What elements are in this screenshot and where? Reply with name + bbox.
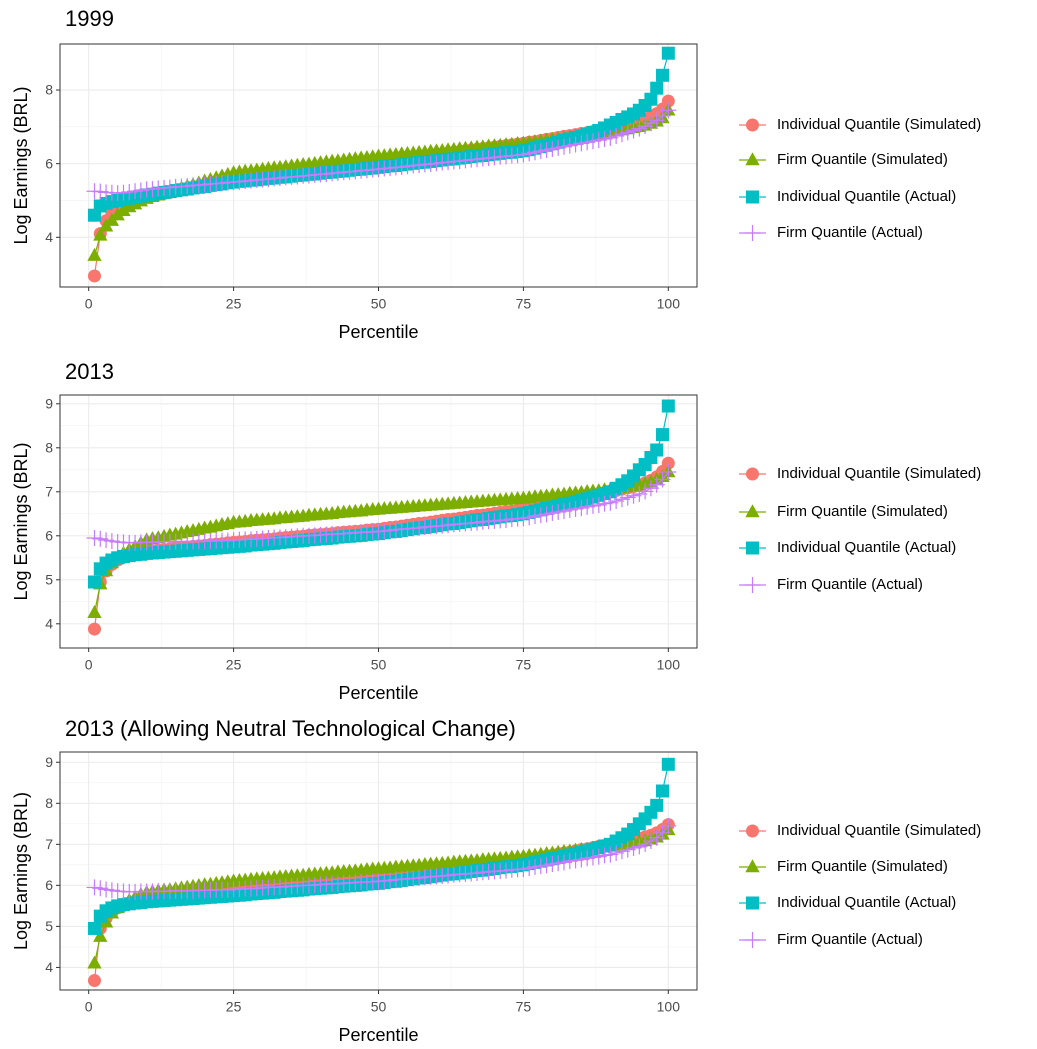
marker	[656, 68, 670, 82]
marker	[745, 859, 760, 873]
x-tick-label: 75	[516, 999, 532, 1015]
x-tick-label: 25	[226, 296, 242, 312]
y-tick-label: 6	[45, 877, 53, 893]
legend-label: Firm Quantile (Actual)	[777, 931, 923, 948]
marker	[116, 202, 131, 216]
marker	[87, 955, 102, 969]
marker	[746, 467, 759, 481]
marker	[93, 227, 108, 241]
y-tick-label: 4	[45, 959, 53, 975]
x-tick-label: 75	[516, 296, 532, 312]
x-tick-label: 50	[371, 999, 387, 1015]
legend-label: Firm Quantile (Simulated)	[777, 858, 948, 875]
y-axis-title: Log Earnings (BRL)	[11, 792, 31, 950]
marker	[745, 152, 760, 166]
x-axis-title: Percentile	[338, 683, 418, 703]
marker	[661, 757, 675, 771]
marker	[87, 605, 102, 618]
y-axis-title: Log Earnings (BRL)	[11, 442, 31, 600]
x-tick-label: 50	[371, 296, 387, 312]
y-tick-label: 5	[45, 572, 53, 588]
legend-label: Firm Quantile (Actual)	[777, 576, 923, 593]
marker	[656, 428, 670, 442]
marker	[93, 928, 108, 942]
marker	[87, 575, 101, 589]
marker	[745, 504, 760, 518]
y-tick-label: 5	[45, 918, 53, 934]
panel-title: 1999	[65, 6, 114, 31]
marker	[87, 247, 102, 261]
marker	[650, 798, 664, 812]
legend-label: Individual Quantile (Actual)	[777, 188, 956, 205]
x-axis-title: Percentile	[338, 1025, 418, 1045]
marker	[87, 974, 101, 988]
marker	[661, 399, 675, 413]
marker	[656, 784, 670, 798]
x-tick-label: 0	[85, 657, 93, 673]
marker	[87, 269, 101, 283]
marker	[746, 118, 759, 132]
legend-label: Individual Quantile (Simulated)	[777, 822, 981, 839]
legend-label: Individual Quantile (Actual)	[777, 894, 956, 911]
x-tick-label: 0	[85, 999, 93, 1015]
x-tick-label: 75	[516, 657, 532, 673]
legend-label: Firm Quantile (Simulated)	[777, 151, 948, 168]
legend-label: Firm Quantile (Actual)	[777, 224, 923, 241]
legend-label: Individual Quantile (Simulated)	[777, 116, 981, 133]
marker	[746, 190, 759, 204]
marker	[660, 102, 677, 119]
plot-area	[86, 46, 677, 283]
panel-title: 2013 (Allowing Neutral Technological Cha…	[65, 716, 516, 741]
y-axis-title: Log Earnings (BRL)	[11, 86, 31, 244]
x-axis-title: Percentile	[338, 322, 418, 342]
marker	[744, 577, 761, 593]
plot-area	[86, 757, 677, 988]
y-tick-label: 8	[45, 82, 53, 98]
x-tick-label: 25	[226, 657, 242, 673]
marker	[661, 46, 675, 60]
y-tick-label: 4	[45, 616, 53, 632]
legend-label: Firm Quantile (Simulated)	[777, 503, 948, 520]
marker	[660, 464, 677, 480]
y-tick-label: 7	[45, 484, 53, 500]
y-tick-label: 9	[45, 754, 53, 770]
plot-area	[86, 399, 677, 636]
y-tick-label: 9	[45, 396, 53, 412]
marker	[87, 921, 101, 935]
y-tick-label: 6	[45, 155, 53, 171]
x-tick-label: 0	[85, 296, 93, 312]
marker	[661, 94, 675, 108]
marker	[744, 225, 761, 241]
legend-label: Individual Quantile (Simulated)	[777, 465, 981, 482]
y-tick-label: 8	[45, 440, 53, 456]
x-tick-label: 100	[657, 657, 681, 673]
marker	[650, 443, 664, 457]
y-tick-label: 7	[45, 836, 53, 852]
y-tick-label: 8	[45, 795, 53, 811]
marker	[661, 456, 675, 470]
y-tick-label: 4	[45, 229, 53, 245]
x-tick-label: 50	[371, 657, 387, 673]
marker	[746, 541, 759, 555]
marker	[650, 81, 664, 95]
x-tick-label: 25	[226, 999, 242, 1015]
x-tick-label: 100	[657, 999, 681, 1015]
x-tick-label: 100	[657, 296, 681, 312]
marker	[660, 817, 677, 834]
legend-label: Individual Quantile (Actual)	[777, 539, 956, 556]
marker	[644, 92, 658, 106]
marker	[746, 824, 759, 838]
panel-title: 2013	[65, 359, 114, 384]
marker	[87, 622, 101, 636]
y-tick-label: 6	[45, 528, 53, 544]
marker	[746, 896, 759, 910]
marker	[744, 932, 761, 948]
